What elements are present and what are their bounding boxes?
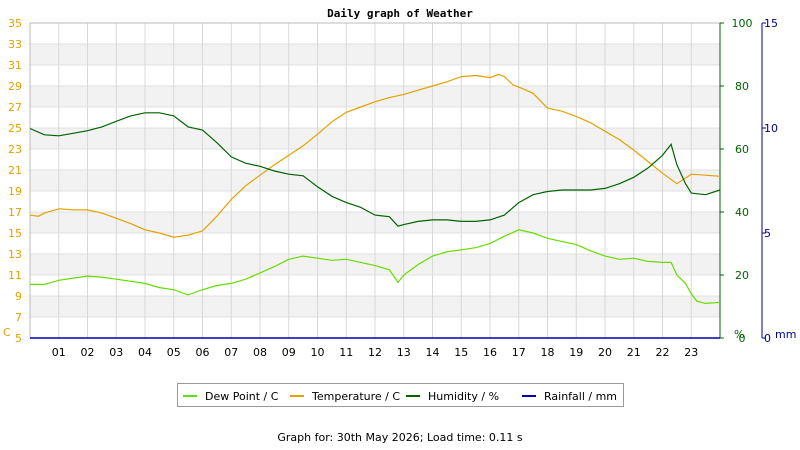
legend-label-dew-point: Dew Point / C — [205, 389, 279, 403]
chart-legend: Dew Point / C Temperature / C Humidity /… — [177, 383, 624, 407]
x-tick-label: 07 — [224, 346, 238, 359]
x-tick-label: 20 — [598, 346, 612, 359]
x-tick-label: 05 — [167, 346, 181, 359]
legend-label-humidity: Humidity / % — [428, 389, 500, 403]
legend-label-rainfall: Rainfall / mm — [544, 389, 618, 403]
legend-swatch-dew-point — [183, 395, 197, 397]
y-right-1-tick-label: 40 — [735, 206, 749, 219]
y-right-1-tick-label: 20 — [735, 269, 749, 282]
y-right-1-tick-label: 100 — [732, 17, 753, 30]
x-tick-label: 13 — [397, 346, 411, 359]
x-tick-label: 17 — [512, 346, 526, 359]
x-tick-label: 14 — [426, 346, 440, 359]
legend-swatch-humidity — [406, 395, 420, 397]
x-tick-label: 09 — [282, 346, 296, 359]
y-right-2-tick-label: 0 — [764, 332, 771, 345]
legend-item-temperature: Temperature / C — [290, 389, 400, 403]
y-left-tick-label: 9 — [15, 290, 22, 303]
legend-swatch-temperature — [290, 395, 304, 397]
y-left-tick-label: 21 — [8, 164, 22, 177]
chart-title: Daily graph of Weather — [327, 7, 473, 20]
y-right-1-tick-label: 60 — [735, 143, 749, 156]
x-tick-label: 23 — [684, 346, 698, 359]
y-left-tick-label: 31 — [8, 59, 22, 72]
y-right-2-tick-label: 15 — [764, 17, 778, 30]
graph-footer: Graph for: 30th May 2026; Load time: 0.1… — [277, 431, 523, 444]
y-left-tick-label: 33 — [8, 38, 22, 51]
x-tick-label: 12 — [368, 346, 382, 359]
y-left-tick-label: 7 — [15, 311, 22, 324]
y-right-1-tick-label: 0 — [739, 332, 746, 345]
x-tick-label: 03 — [109, 346, 123, 359]
y-left-tick-label: 11 — [8, 269, 22, 282]
y-left-tick-label: 23 — [8, 143, 22, 156]
x-tick-label: 16 — [483, 346, 497, 359]
series-line-temperature — [29, 73, 721, 238]
y-right-2-tick-label: 10 — [764, 122, 778, 135]
y-left-tick-label: 25 — [8, 122, 22, 135]
legend-item-dew-point: Dew Point / C — [183, 389, 278, 403]
y-right-2-unit: mm — [775, 328, 796, 341]
x-tick-label: 10 — [311, 346, 325, 359]
x-tick-label: 06 — [196, 346, 210, 359]
x-tick-label: 19 — [569, 346, 583, 359]
x-tick-label: 01 — [52, 346, 66, 359]
x-tick-label: 22 — [656, 346, 670, 359]
y-left-unit: C — [3, 326, 11, 339]
y-left-tick-label: 13 — [8, 248, 22, 261]
series-line-dew-point — [30, 229, 721, 305]
y-left-tick-label: 27 — [8, 101, 22, 114]
y-right-2-tick-label: 5 — [764, 227, 771, 240]
legend-item-humidity: Humidity / % — [406, 389, 499, 403]
x-tick-label: 15 — [454, 346, 468, 359]
y-left-tick-label: 17 — [8, 206, 22, 219]
x-tick-label: 08 — [253, 346, 267, 359]
series-line-humidity — [29, 112, 721, 227]
legend-label-temperature: Temperature / C — [312, 389, 401, 403]
x-tick-label: 04 — [138, 346, 152, 359]
y-left-tick-label: 29 — [8, 80, 22, 93]
y-left-tick-label: 5 — [15, 332, 22, 345]
y-right-1-tick-label: 80 — [735, 80, 749, 93]
y-left-tick-label: 19 — [8, 185, 22, 198]
y-right-1-unit: % — [734, 328, 744, 341]
legend-item-rainfall: Rainfall / mm — [522, 389, 617, 403]
x-tick-label: 02 — [81, 346, 95, 359]
x-tick-label: 18 — [541, 346, 555, 359]
x-tick-label: 21 — [627, 346, 641, 359]
legend-swatch-rainfall — [522, 395, 536, 397]
x-tick-label: 11 — [339, 346, 353, 359]
y-left-tick-label: 35 — [8, 17, 22, 30]
y-left-tick-label: 15 — [8, 227, 22, 240]
